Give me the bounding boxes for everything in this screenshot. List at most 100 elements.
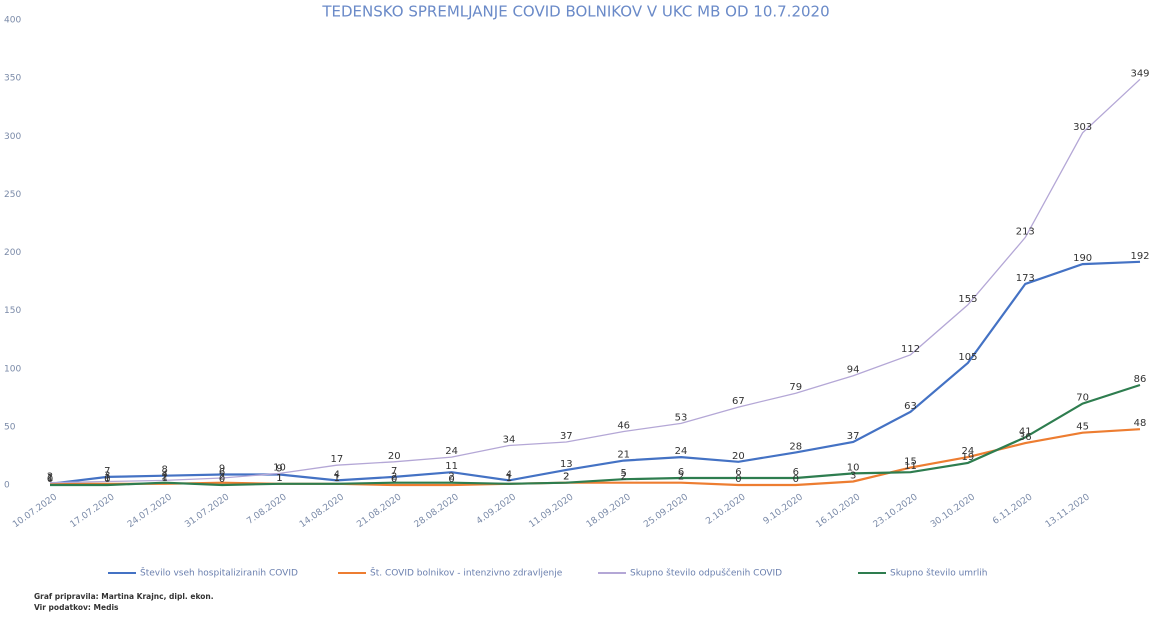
data-label: 2 <box>162 472 168 483</box>
x-tick-label: 10.07.2020 <box>11 492 59 530</box>
data-label: 105 <box>958 352 977 363</box>
data-label: 24 <box>675 446 688 457</box>
data-label: 2 <box>563 472 569 483</box>
x-tick-label: 11.09.2020 <box>528 492 576 530</box>
y-tick-label: 300 <box>4 132 21 142</box>
legend-label: Št. COVID bolnikov - intenzivno zdravlje… <box>370 567 563 579</box>
data-label: 190 <box>1073 253 1092 264</box>
data-label: 1 <box>506 473 512 484</box>
data-label: 45 <box>1076 422 1089 433</box>
data-label: 5 <box>620 468 626 479</box>
data-label: 20 <box>732 451 745 462</box>
data-label: 10 <box>847 462 860 473</box>
x-tick-label: 23.10.2020 <box>872 492 920 530</box>
data-label: 8 <box>162 465 168 476</box>
data-label: 2 <box>391 472 397 483</box>
data-label: 19 <box>962 452 975 463</box>
x-tick-label: 21.08.2020 <box>355 492 403 530</box>
x-tick-label: 28.08.2020 <box>413 492 461 530</box>
y-tick-label: 0 <box>4 481 10 491</box>
x-tick-label: 2.10.2020 <box>704 492 747 527</box>
x-tick-label: 6.11.2020 <box>991 492 1034 527</box>
data-label: 86 <box>1134 374 1147 385</box>
y-tick-label: 100 <box>4 364 21 374</box>
data-label: 192 <box>1130 251 1149 262</box>
data-label: 63 <box>904 401 917 412</box>
x-tick-label: 14.08.2020 <box>298 492 346 530</box>
data-label: 1 <box>334 473 340 484</box>
data-label: 28 <box>789 441 802 452</box>
note: Graf pripravila: Martina Krajnc, dipl. e… <box>34 592 214 601</box>
data-label: 6 <box>219 467 225 478</box>
data-label: 0 <box>793 474 799 485</box>
data-label: 13 <box>560 459 573 470</box>
data-label: 213 <box>1016 226 1035 237</box>
data-label: 1 <box>104 473 110 484</box>
data-label: 1 <box>276 473 282 484</box>
x-tick-label: 7.08.2020 <box>245 492 288 527</box>
data-label: 2 <box>448 472 454 483</box>
x-tick-label: 31.07.2020 <box>183 492 231 530</box>
data-label: 1 <box>334 473 340 484</box>
data-label: 41 <box>1019 426 1032 437</box>
data-label: 173 <box>1016 273 1035 284</box>
data-label: 24 <box>445 446 458 457</box>
data-label: 67 <box>732 396 745 407</box>
data-label: 11 <box>445 461 458 472</box>
data-label: 79 <box>789 382 802 393</box>
x-tick-label: 30.10.2020 <box>929 492 977 530</box>
data-label: 3 <box>850 471 856 482</box>
data-label: 37 <box>847 431 860 442</box>
data-label: 6 <box>678 467 684 478</box>
series-line <box>50 383 1141 487</box>
data-label: 48 <box>1134 418 1147 429</box>
data-label: 3 <box>104 471 110 482</box>
x-tick-label: 17.07.2020 <box>69 492 117 530</box>
data-label: 37 <box>560 431 573 442</box>
data-label: 155 <box>958 294 977 305</box>
legend-label: Število vseh hospitaliziranih COVID <box>140 567 298 579</box>
data-label: 17 <box>330 454 343 465</box>
data-label: 4 <box>334 469 340 480</box>
y-tick-label: 350 <box>4 74 21 84</box>
data-label: 15 <box>904 457 917 468</box>
data-label: 303 <box>1073 122 1092 133</box>
x-tick-label: 13.11.2020 <box>1044 492 1092 530</box>
data-label: 2 <box>219 472 225 483</box>
data-label: 1 <box>506 473 512 484</box>
x-tick-label: 25.09.2020 <box>642 492 690 530</box>
data-label: 2 <box>47 472 53 483</box>
y-tick-label: 150 <box>4 306 21 316</box>
data-label: 10 <box>273 462 286 473</box>
x-tick-label: 16.10.2020 <box>814 492 862 530</box>
x-tick-label: 4.09.2020 <box>475 492 518 527</box>
data-label: 0 <box>448 474 454 485</box>
data-label: 0 <box>219 474 225 485</box>
data-label: 70 <box>1076 393 1089 404</box>
data-label: 11 <box>904 461 917 472</box>
data-label: 21 <box>617 450 630 461</box>
data-label: 2 <box>563 472 569 483</box>
data-label: 7 <box>391 466 397 477</box>
y-tick-label: 200 <box>4 248 21 258</box>
data-label: 0 <box>735 474 741 485</box>
data-label: 1 <box>162 473 168 484</box>
data-label: 9 <box>276 464 282 475</box>
series-line <box>49 260 1141 485</box>
chart-title: TEDENSKO SPREMLJANJE COVID BOLNIKOV V UK… <box>321 3 829 21</box>
data-label: 349 <box>1130 68 1149 79</box>
data-label: 1 <box>276 473 282 484</box>
x-tick-label: 9.10.2020 <box>762 492 805 527</box>
data-label: 34 <box>503 434 516 445</box>
x-tick-label: 24.07.2020 <box>126 492 174 530</box>
y-tick-label: 50 <box>4 422 16 432</box>
data-label: 6 <box>735 467 741 478</box>
data-label: 0 <box>391 474 397 485</box>
data-label: 9 <box>219 464 225 475</box>
series-line <box>50 428 1141 487</box>
data-label: 4 <box>506 469 512 480</box>
data-label: 0 <box>104 474 110 485</box>
y-tick-label: 400 <box>4 16 21 26</box>
data-label: 112 <box>901 344 920 355</box>
